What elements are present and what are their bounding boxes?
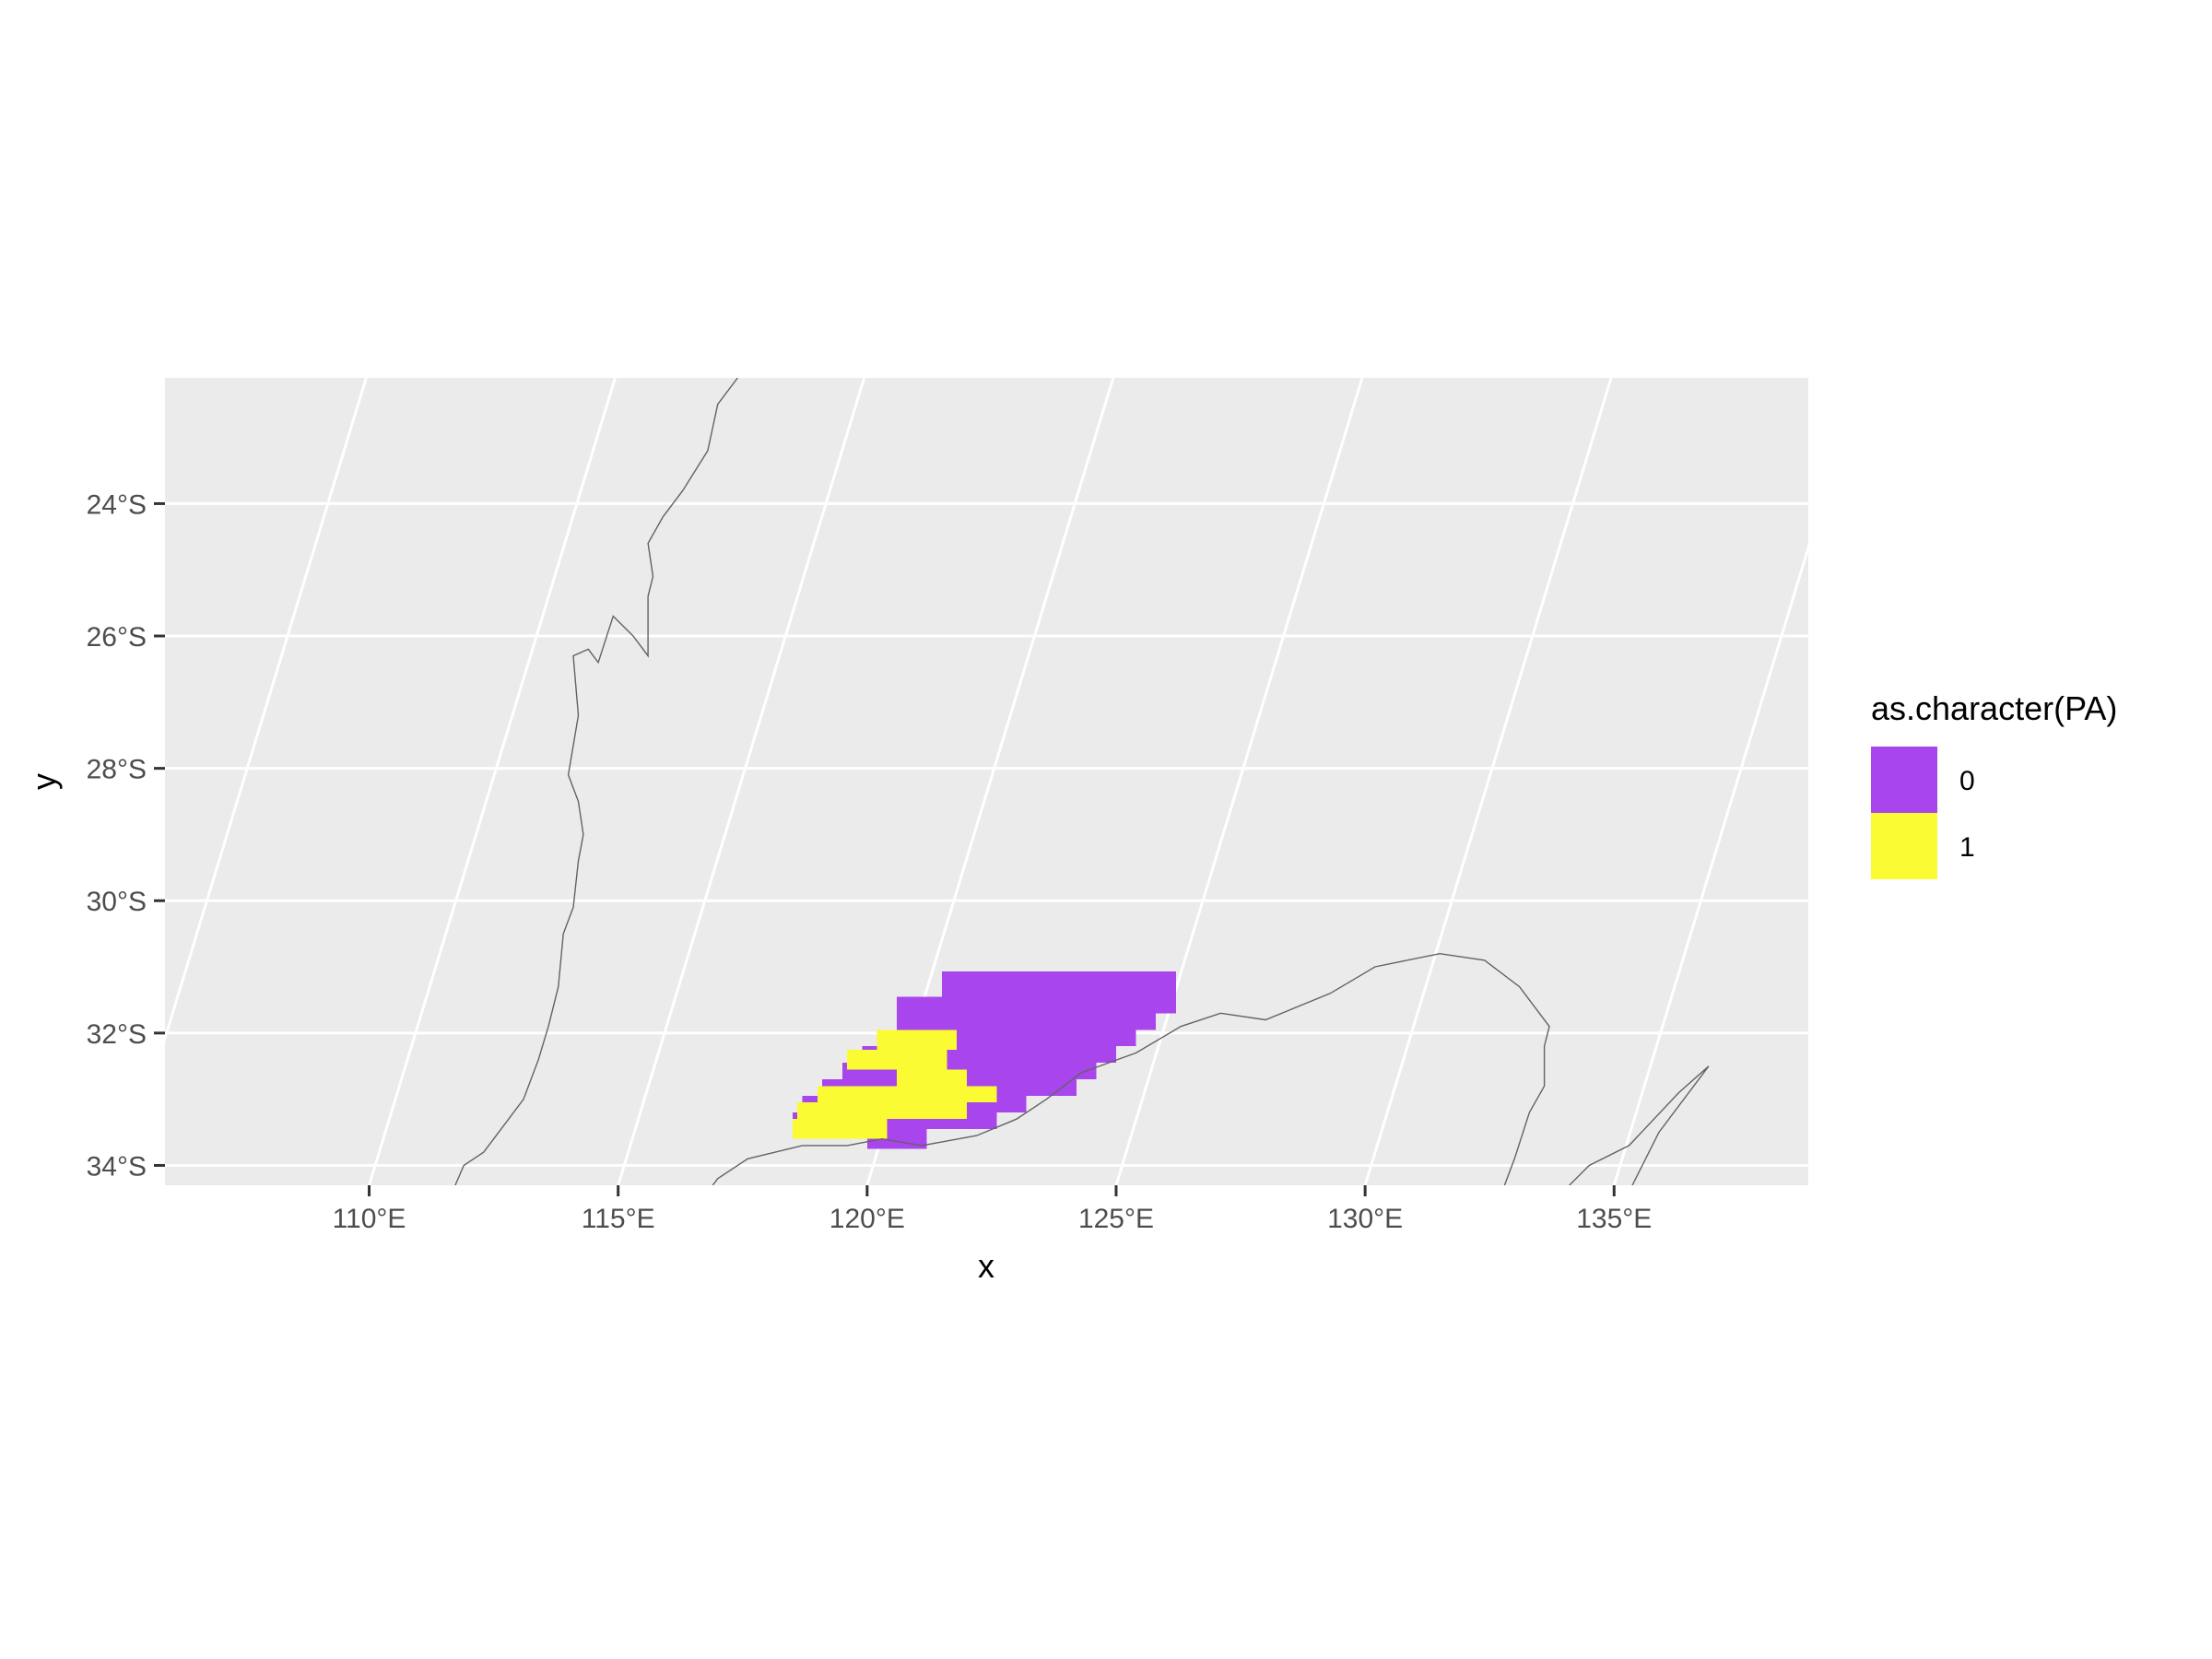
x-tick-label: 110°E [333,1204,406,1234]
raster-cell-presence [897,1069,967,1087]
legend-title: as.character(PA) [1871,689,2117,727]
legend: as.character(PA) 0 1 [1871,689,2117,879]
raster-cell-absence [897,996,1157,1030]
legend-label-absence: 0 [1959,766,1975,796]
legend-key-presence [1871,813,1937,879]
coastline-layer [454,378,1710,1185]
gridline-lon [2112,378,2212,1185]
raster-cell-presence [792,1119,888,1139]
gridline-lon [165,378,368,1043]
longitude-gridlines [165,378,2212,1185]
gridline-lon [1612,543,1808,1185]
y-tick-label: 28°S [87,755,147,785]
legend-key-absence [1871,747,1937,813]
y-tick-label: 30°S [87,887,147,917]
legend-label-presence: 1 [1959,832,1975,863]
coastline [1569,1065,1710,1185]
x-tick-label: 125°E [1078,1204,1154,1234]
gridline-lon [617,378,866,1185]
x-tick-label: 135°E [1576,1204,1652,1234]
gridline-lon [1363,378,1613,1185]
x-tick-label: 120°E [830,1204,905,1234]
latitude-gridlines [165,501,1808,1167]
y-axis-title: y [25,773,63,790]
gridline-lon [1114,378,1364,1185]
y-tick-label: 24°S [87,489,147,520]
coastline [454,378,738,1185]
y-axis: 24°S 26°S 28°S 30°S 32°S 34°S [87,489,165,1182]
y-tick-label: 32°S [87,1019,147,1050]
raster-cell-absence [941,971,1066,997]
raster-cell-presence [916,1096,952,1113]
gridline-lon [368,378,617,1185]
panel-content [165,378,2212,1185]
x-tick-label: 115°E [582,1204,655,1234]
raster-cell-presence [817,1086,997,1103]
y-tick-label: 26°S [87,622,147,653]
x-axis-title: x [978,1247,994,1285]
x-tick-label: 130°E [1327,1204,1403,1234]
x-axis: 110°E 115°E 120°E 125°E 130°E 135°E [333,1185,1652,1234]
raster-layer [792,971,1176,1149]
coastline [712,952,1550,1185]
raster-cell-presence [877,1030,958,1050]
raster-cell-presence [847,1049,947,1070]
y-tick-label: 34°S [87,1151,147,1182]
